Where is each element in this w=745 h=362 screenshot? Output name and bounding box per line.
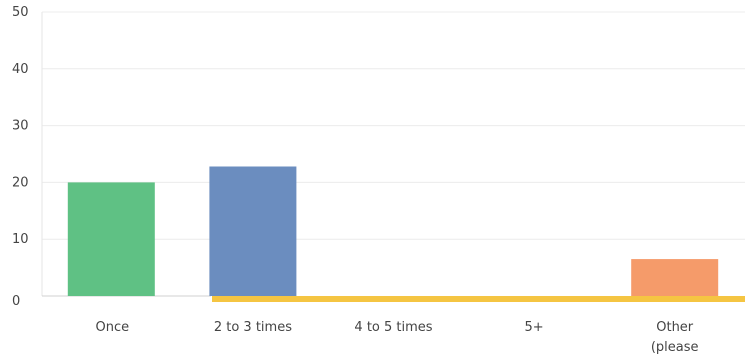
x-category-label: Once — [95, 320, 129, 335]
y-tick-label: 20 — [12, 175, 29, 190]
y-axis-tick-labels: 0 10 20 30 40 50 — [12, 5, 29, 309]
x-category-label: 4 to 5 times — [354, 320, 432, 335]
bar-0[interactable] — [67, 182, 155, 296]
grid-lines — [41, 11, 745, 296]
x-category-label: 5+ — [525, 320, 544, 335]
baseline-band — [212, 296, 745, 302]
bar-4[interactable] — [631, 259, 719, 296]
x-category-label: 2 to 3 times — [214, 320, 292, 335]
y-tick-label: 0 — [12, 294, 20, 309]
bars — [67, 166, 719, 296]
bar-1[interactable] — [209, 166, 297, 296]
baseline — [42, 295, 745, 302]
y-tick-label: 10 — [12, 232, 29, 247]
x-axis-category-labels: Once 2 to 3 times 4 to 5 times 5+ Other (plea… — [95, 320, 698, 355]
y-tick-label: 40 — [12, 62, 29, 77]
y-tick-label: 30 — [12, 119, 29, 134]
x-category-label: Other (please — [651, 320, 699, 355]
y-tick-label: 50 — [12, 5, 29, 20]
